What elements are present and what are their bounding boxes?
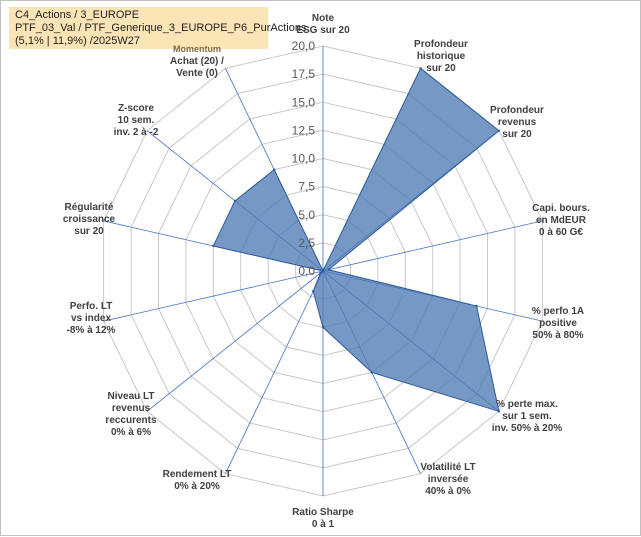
axis-label-line: Capi. bours. — [532, 203, 590, 214]
axis-label-line: inversée — [428, 474, 469, 485]
data-point — [370, 371, 373, 374]
axis-label: Ratio Sharpe 0 à 1 — [292, 507, 354, 530]
axis-label: Z-score 10 sem. inv. 2 à -2 — [114, 103, 159, 138]
axis-label-line: Ratio Sharpe — [292, 507, 354, 518]
axis-label-line: sur 20 — [74, 226, 104, 237]
axis-label-line: Perfo. LT — [70, 301, 113, 312]
axis-label-line: Volatilité LT — [420, 462, 475, 473]
axis-label-line: inv. 50% à 20% — [492, 423, 563, 434]
axis-label-line: Profondeur — [490, 105, 544, 116]
axis-label-line: Z-score — [118, 103, 155, 114]
axis-label-line: Note — [312, 13, 335, 24]
tick-label: 10,0 — [292, 152, 316, 166]
tick-label: 2,5 — [298, 236, 315, 250]
axis-label-line: sur 20 — [426, 63, 456, 74]
tick-label: 12,5 — [292, 123, 316, 137]
axis-label-line: revenus — [112, 403, 151, 414]
title-line-1: C4_Actions / 3_EUROPE — [15, 9, 140, 21]
axis-label-line: Niveau LT — [107, 391, 154, 402]
data-point — [327, 268, 330, 271]
axis-label: % perte max. sur 1 sem. inv. 50% à 20% — [492, 399, 563, 434]
axis-label: Volatilité LT inversée 40% à 0% — [420, 462, 475, 497]
data-point — [212, 244, 215, 248]
axis-label-line: ESG sur 20 — [296, 25, 350, 36]
axis-label: Profondeur historique sur 20 — [414, 39, 468, 74]
axis-label-line: Régularité — [65, 202, 114, 213]
axis-label: Rendement LT 0% à 20% — [163, 469, 232, 492]
tick-label: 17,5 — [292, 67, 316, 81]
tick-label: 15,0 — [292, 95, 316, 109]
axis-label-line: en MdEUR — [536, 215, 587, 226]
axis-label-line: 40% à 0% — [425, 486, 471, 497]
axis-label-line: sur 1 sem. — [502, 411, 552, 422]
axis-label: % perfo 1A positive 50% à 80% — [532, 306, 584, 341]
axis-label: Note ESG sur 20 — [296, 13, 350, 36]
data-point — [233, 199, 237, 203]
axis-label-line: revenus — [498, 117, 537, 128]
axis-label-line: croissance — [63, 214, 116, 225]
axis-spoke — [103, 270, 324, 322]
momentum-label: Momentum — [173, 44, 221, 54]
axis-label: Perfo. LT vs index -8% à 12% — [67, 301, 116, 336]
axis-label-line: 0 à 1 — [312, 519, 335, 530]
axis-label-line: vs index — [71, 313, 111, 324]
title-line-3: (5,1% | 11,9%) /2025W27 — [15, 35, 140, 47]
tick-label: 7,5 — [298, 180, 315, 194]
axis-label-line: 0% à 6% — [111, 427, 151, 438]
data-point — [497, 129, 501, 132]
axis-spoke — [225, 270, 324, 474]
axis-label: Profondeur revenus sur 20 — [490, 105, 544, 140]
axis-label-line: 50% à 80% — [532, 330, 583, 341]
axis-label-line: % perte max. — [496, 399, 558, 410]
axis-spoke — [322, 220, 543, 272]
data-point — [312, 290, 315, 293]
data-point — [497, 410, 501, 413]
axis-label: Régularité croissance sur 20 — [63, 202, 116, 237]
axis-label-line: reccurents — [105, 415, 157, 426]
title-line-2: PTF_03_Val / PTF_Generique_3_EUROPE_P6_P… — [15, 22, 307, 34]
axis-label-line: inv. 2 à -2 — [114, 127, 159, 138]
axis-label-line: 0 à 60 G€ — [539, 227, 583, 238]
axis-label-line: -8% à 12% — [67, 325, 116, 336]
tick-label: 0,0 — [298, 264, 315, 278]
axis-spoke — [146, 270, 324, 412]
data-point — [319, 271, 322, 275]
axis-label-line: Vente (0) — [176, 68, 218, 79]
axis-label-line: Achat (20) / — [170, 56, 224, 67]
axis-label-line: sur 20 — [502, 129, 532, 140]
axis-label: Niveau LT revenus reccurents 0% à 6% — [105, 391, 157, 438]
tick-label: 20,0 — [292, 39, 316, 53]
tick-label: 5,0 — [298, 208, 315, 222]
axis-label-line: 10 sem. — [118, 115, 155, 126]
axis-label-line: Profondeur — [414, 39, 468, 50]
data-point — [321, 269, 325, 273]
axis-label-line: historique — [417, 51, 466, 62]
axis-label-line: % perfo 1A — [532, 306, 584, 317]
data-point — [321, 326, 325, 329]
data-point — [273, 168, 276, 171]
data-area — [212, 67, 500, 413]
chart-title-box: C4_Actions / 3_EUROPE PTF_03_Val / PTF_G… — [9, 7, 307, 49]
axis-label-line: Rendement LT — [163, 469, 232, 480]
data-point — [475, 304, 478, 308]
axis-label: Capi. bours. en MdEUR 0 à 60 G€ — [532, 203, 590, 238]
data-point — [419, 67, 422, 70]
axis-label: Achat (20) / Vente (0) — [170, 56, 224, 79]
axis-label-line: 0% à 20% — [174, 481, 220, 492]
axis-label-line: positive — [539, 318, 577, 329]
